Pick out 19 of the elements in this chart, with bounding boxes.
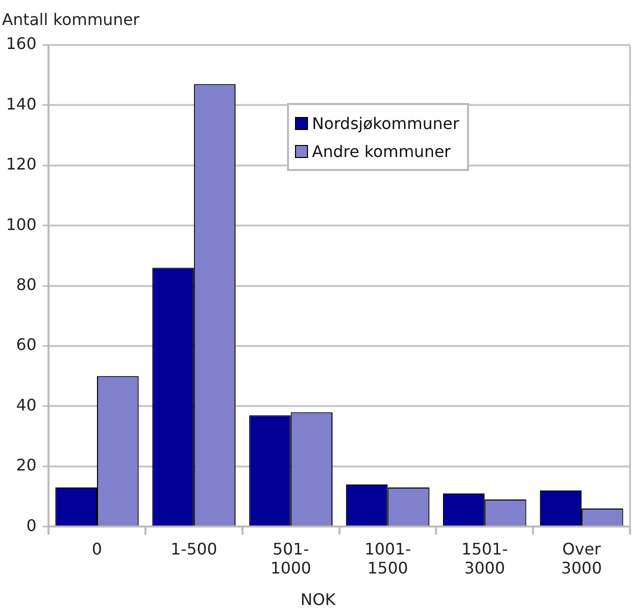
x-tick-label: 1-500: [170, 539, 218, 558]
y-tick-label: 80: [16, 274, 37, 294]
x-tick-label: 1501-3000: [461, 539, 508, 578]
y-tick-label: 20: [16, 456, 37, 475]
y-tick-label: 100: [6, 214, 37, 234]
y-tick-label: 0: [26, 516, 37, 535]
y-tick-label: 120: [6, 154, 37, 174]
x-tick-label: 1001-1500: [364, 539, 411, 578]
legend-label: Nordsjøkommuner: [312, 114, 460, 132]
x-tick-label: Over 3000: [561, 539, 602, 578]
y-tick-label: 60: [16, 335, 37, 354]
y-axis-title: Antall kommuner: [2, 10, 140, 29]
legend-label: Andre kommuner: [312, 142, 451, 160]
y-tick-label: 160: [6, 34, 37, 54]
y-tick-label: 140: [6, 94, 37, 114]
y-tick-label: 40: [16, 395, 37, 414]
x-axis-title: NOK: [299, 590, 337, 609]
x-tick-label: 501-1000: [270, 539, 312, 578]
x-tick-label: 0: [92, 539, 102, 558]
